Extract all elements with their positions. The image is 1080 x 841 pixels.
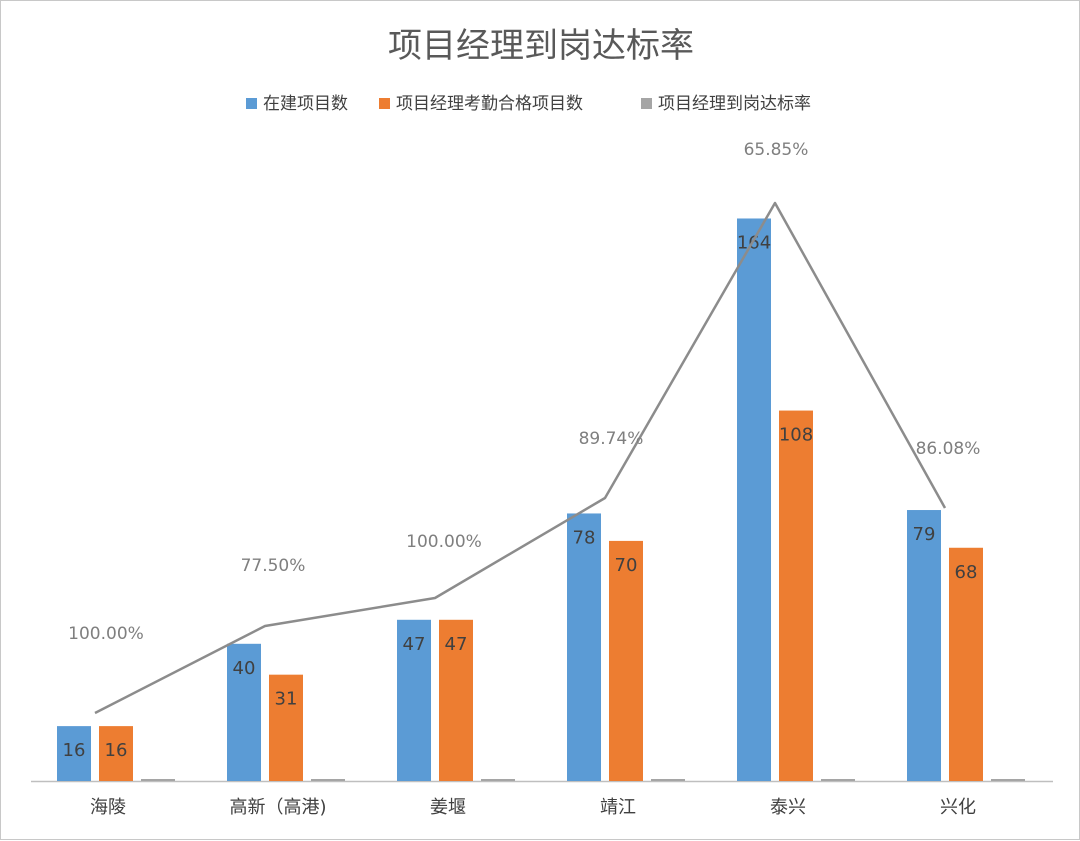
- legend-label-3: 项目经理到岗达标率: [658, 94, 811, 114]
- legend-label-1: 在建项目数: [263, 94, 348, 114]
- legend-swatch-1: [246, 98, 257, 109]
- legend-label-2: 项目经理考勤合格项目数: [396, 94, 583, 114]
- bar-rate-3: [481, 779, 515, 781]
- bar-rate-5: [821, 779, 855, 781]
- category-label-3: 姜堰: [430, 797, 466, 818]
- rate-label-1: 100.00%: [68, 624, 144, 644]
- bar-qualified-5: [779, 410, 813, 781]
- rate-label-2: 77.50%: [241, 556, 306, 576]
- bar-projects-6: [907, 510, 941, 781]
- bar-qualified-2: [269, 674, 303, 781]
- category-label-4: 靖江: [600, 797, 636, 818]
- rate-label-4: 89.74%: [579, 429, 644, 449]
- bar-projects-2: [227, 643, 261, 781]
- bar-projects-4: [567, 513, 601, 781]
- bar-value-label-qualified-2: 31: [275, 689, 298, 710]
- plot-area: 16 16 海陵 40 31 高新（高港) 47 47 姜堰 78 70 靖江 164 108 泰兴 79 68…: [31, 140, 1053, 818]
- legend-swatch-3: [641, 98, 652, 109]
- rate-line: [94, 201, 947, 715]
- bar-value-label-qualified-3: 47: [445, 634, 468, 655]
- bar-value-label-projects-6: 79: [913, 524, 936, 545]
- rate-label-6: 86.08%: [916, 439, 981, 459]
- chart-legend: 在建项目数 项目经理考勤合格项目数 项目经理到岗达标率: [246, 94, 811, 114]
- bar-rate-6: [991, 779, 1025, 781]
- bar-qualified-3: [439, 619, 473, 781]
- bar-value-label-projects-2: 40: [233, 658, 256, 679]
- legend-swatch-2: [379, 98, 390, 109]
- bar-value-label-qualified-4: 70: [615, 555, 638, 576]
- rate-label-5: 65.85%: [744, 140, 809, 160]
- bar-value-label-projects-3: 47: [403, 634, 426, 655]
- bar-qualified-4: [609, 540, 643, 781]
- category-label-2: 高新（高港): [229, 797, 326, 818]
- chart-title: 项目经理到岗达标率: [388, 26, 694, 66]
- bar-value-label-qualified-5: 108: [779, 425, 813, 446]
- bar-rate-1: [141, 779, 175, 781]
- bar-value-label-qualified-6: 68: [955, 562, 978, 583]
- bar-qualified-1: [99, 726, 133, 781]
- category-label-6: 兴化: [940, 797, 976, 818]
- bar-value-label-projects-5: 164: [737, 232, 771, 253]
- bar-projects-5: [737, 218, 771, 782]
- bar-value-label-qualified-1: 16: [105, 740, 128, 761]
- bar-projects-3: [397, 619, 431, 781]
- bar-rate-2: [311, 779, 345, 781]
- bar-qualified-6: [949, 547, 983, 781]
- rate-label-3: 100.00%: [406, 532, 482, 552]
- bar-rate-4: [651, 779, 685, 781]
- bar-projects-1: [57, 726, 91, 781]
- bar-value-label-projects-1: 16: [63, 740, 86, 761]
- category-label-5: 泰兴: [770, 797, 806, 818]
- category-label-1: 海陵: [90, 797, 126, 818]
- bar-value-label-projects-4: 78: [573, 527, 596, 548]
